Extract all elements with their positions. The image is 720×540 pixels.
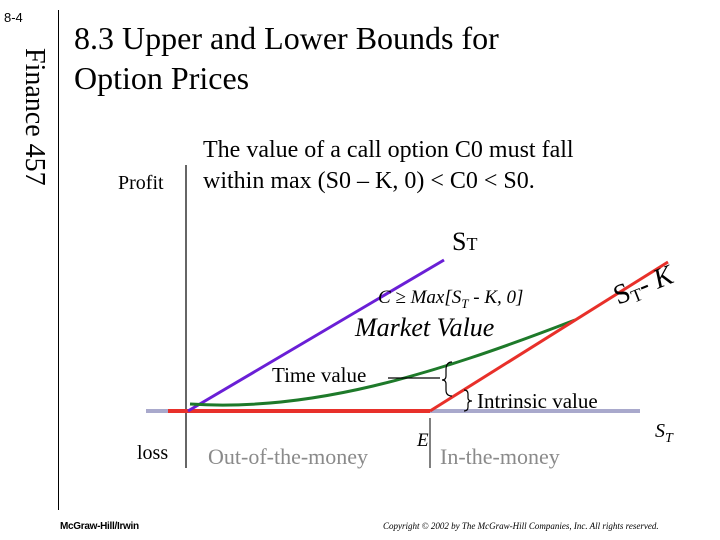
time-value-brace — [441, 361, 453, 397]
upper-bound-label: ST — [452, 227, 477, 256]
slide-title: 8.3 Upper and Lower Bounds for Option Pr… — [74, 20, 499, 96]
time-value-label: Time value — [272, 363, 366, 387]
x-axis-label: ST — [655, 420, 674, 446]
out-of-money-label: Out-of-the-money — [208, 444, 368, 469]
market-value-curve — [189, 318, 576, 407]
strike-label: E — [416, 430, 429, 451]
intrinsic-slope-line — [429, 260, 669, 413]
intrinsic-value-brace — [463, 389, 473, 412]
upper-bound-line — [187, 258, 445, 413]
intrinsic-line-label: ST- K — [609, 259, 679, 312]
loss-label: loss — [137, 442, 169, 464]
course-label: Finance 457 — [19, 48, 50, 186]
in-money-label: In-the-money — [440, 444, 560, 469]
intro-line-2: within max (S0 – K, 0) < C0 < S0. — [203, 168, 535, 194]
market-value-label: Market Value — [354, 313, 494, 342]
intrinsic-value-label: Intrinsic value — [477, 389, 598, 413]
slide-number: 8-4 — [4, 10, 23, 25]
publisher-footer: McGraw-Hill/Irwin — [60, 521, 139, 532]
side-rule — [58, 10, 59, 510]
intro-line-1: The value of a call option C0 must fall — [203, 137, 574, 163]
intro-text: The value of a call option C0 must fall … — [203, 135, 574, 197]
copyright-footer: Copyright © 2002 by The McGraw-Hill Comp… — [383, 521, 659, 531]
profit-label: Profit — [118, 172, 164, 194]
max-formula-label: C ≥ Max[ST - K, 0] — [378, 287, 523, 311]
